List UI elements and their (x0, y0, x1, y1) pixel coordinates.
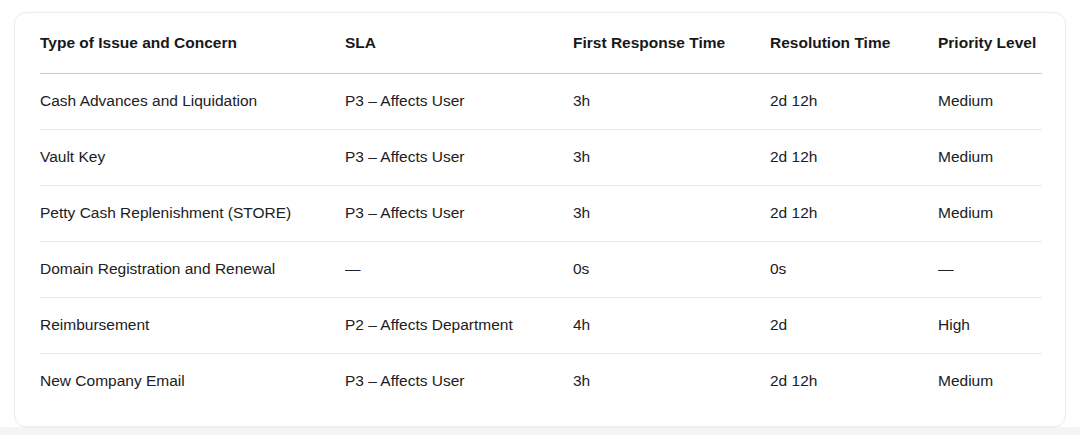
cell-resolution-time: 2d 12h (770, 353, 938, 409)
table-row: Vault Key P3 – Affects User 3h 2d 12h Me… (40, 129, 1042, 185)
cell-priority-level: Medium (938, 73, 1042, 129)
cell-first-response-time: 4h (573, 297, 770, 353)
cell-resolution-time: 0s (770, 241, 938, 297)
cell-resolution-time: 2d (770, 297, 938, 353)
column-header-resolution-time: Resolution Time (770, 13, 938, 73)
table-header-row: Type of Issue and Concern SLA First Resp… (40, 13, 1042, 73)
cell-first-response-time: 3h (573, 129, 770, 185)
cell-issue-type: Reimbursement (40, 297, 345, 353)
table-row: Domain Registration and Renewal — 0s 0s … (40, 241, 1042, 297)
cell-first-response-time: 3h (573, 185, 770, 241)
cell-resolution-time: 2d 12h (770, 185, 938, 241)
column-header-priority-level: Priority Level (938, 13, 1042, 73)
column-header-type-of-issue: Type of Issue and Concern (40, 13, 345, 73)
cell-first-response-time: 3h (573, 353, 770, 409)
cell-issue-type: Vault Key (40, 129, 345, 185)
cell-resolution-time: 2d 12h (770, 73, 938, 129)
cell-first-response-time: 0s (573, 241, 770, 297)
table-row: Cash Advances and Liquidation P3 – Affec… (40, 73, 1042, 129)
page: Type of Issue and Concern SLA First Resp… (0, 0, 1080, 435)
cell-priority-level: — (938, 241, 1042, 297)
cell-sla: P3 – Affects User (345, 73, 573, 129)
cell-sla: P2 – Affects Department (345, 297, 573, 353)
cell-sla: P3 – Affects User (345, 353, 573, 409)
table-row: Reimbursement P2 – Affects Department 4h… (40, 297, 1042, 353)
cell-sla: — (345, 241, 573, 297)
cell-priority-level: Medium (938, 185, 1042, 241)
cell-issue-type: Domain Registration and Renewal (40, 241, 345, 297)
cell-priority-level: Medium (938, 353, 1042, 409)
cell-priority-level: High (938, 297, 1042, 353)
page-background-strip (0, 427, 1080, 435)
cell-issue-type: Petty Cash Replenishment (STORE) (40, 185, 345, 241)
cell-issue-type: Cash Advances and Liquidation (40, 73, 345, 129)
sla-table-card: Type of Issue and Concern SLA First Resp… (14, 12, 1066, 427)
table-row: Petty Cash Replenishment (STORE) P3 – Af… (40, 185, 1042, 241)
cell-resolution-time: 2d 12h (770, 129, 938, 185)
cell-first-response-time: 3h (573, 73, 770, 129)
column-header-first-response-time: First Response Time (573, 13, 770, 73)
cell-priority-level: Medium (938, 129, 1042, 185)
table-row: New Company Email P3 – Affects User 3h 2… (40, 353, 1042, 409)
cell-sla: P3 – Affects User (345, 185, 573, 241)
cell-issue-type: New Company Email (40, 353, 345, 409)
cell-sla: P3 – Affects User (345, 129, 573, 185)
sla-table: Type of Issue and Concern SLA First Resp… (40, 13, 1042, 409)
column-header-sla: SLA (345, 13, 573, 73)
